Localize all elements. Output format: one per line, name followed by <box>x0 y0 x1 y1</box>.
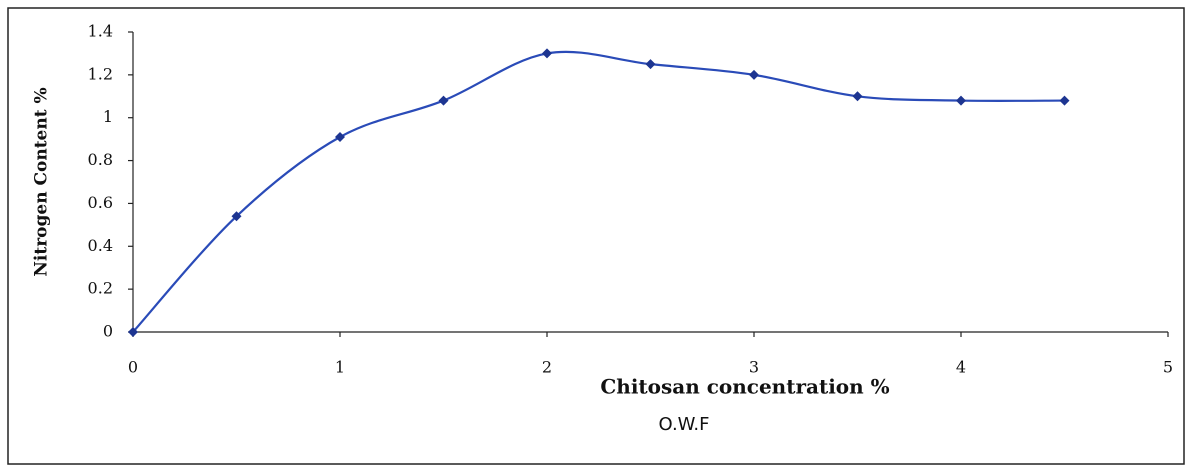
y-tick-label: 0.2 <box>88 279 113 298</box>
marker <box>749 69 759 80</box>
y-tick-label: 0.6 <box>88 193 113 212</box>
x-tick-label: 0 <box>128 358 138 377</box>
series-line <box>132 50 1065 333</box>
y-tick-label: 0.4 <box>88 236 113 255</box>
y-tick-label: 1.4 <box>88 22 113 41</box>
x-tick-label: 4 <box>956 358 966 377</box>
frame <box>7 7 1185 465</box>
x-tick-label: 3 <box>749 358 759 377</box>
marker <box>1059 95 1070 106</box>
marker <box>128 327 138 337</box>
x-tick-label: 2 <box>542 358 552 377</box>
marker <box>542 48 552 59</box>
x-axis-sublabel: O.W.F <box>659 414 710 435</box>
y-axis-label: Nitrogen Content % <box>32 87 52 276</box>
y-tick-label: 0.8 <box>88 150 113 169</box>
marker <box>852 91 863 102</box>
y-tick-label: 1 <box>103 107 113 126</box>
x-tick-label: 5 <box>1163 358 1173 377</box>
marker <box>645 59 656 70</box>
marker <box>335 132 345 142</box>
marker <box>231 211 242 222</box>
y-tick-label: 0 <box>103 322 113 341</box>
y-tick-label: 1.2 <box>88 64 113 83</box>
x-axis-label: Chitosan concentration % <box>600 375 889 399</box>
marker <box>956 95 966 106</box>
marker <box>438 95 449 106</box>
x-tick-label: 1 <box>335 358 345 377</box>
